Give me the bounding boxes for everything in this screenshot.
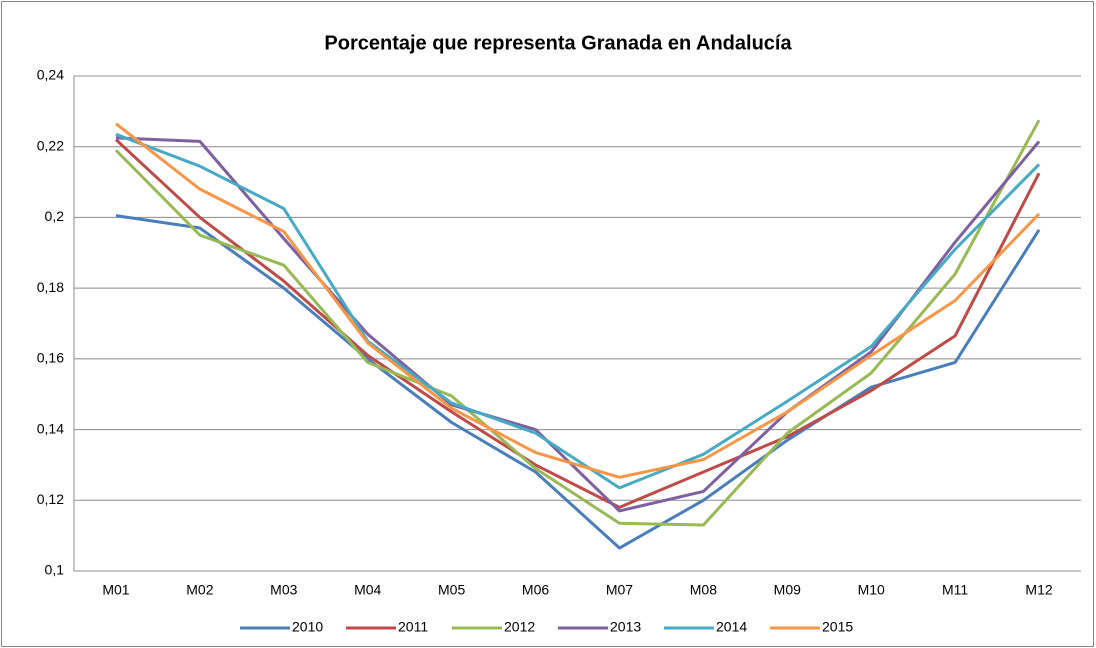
y-tick-label: 0,14 (37, 420, 64, 436)
data-line (115, 132, 1041, 490)
x-tick-label: M02 (186, 582, 213, 598)
x-tick-label: M06 (522, 582, 549, 598)
legend-label: 2010 (292, 619, 323, 635)
x-tick-label: M08 (690, 582, 717, 598)
legend-label: 2012 (504, 619, 535, 635)
y-tick-label: 0,12 (37, 491, 64, 507)
legend-label: 2013 (610, 619, 641, 635)
y-tick-label: 0,16 (37, 350, 64, 366)
data-line (115, 122, 1041, 479)
x-tick-label: M09 (774, 582, 801, 598)
x-tick-label: M10 (858, 582, 885, 598)
data-line (114, 138, 1041, 509)
data-line (114, 119, 1041, 527)
legend-label: 2011 (398, 619, 428, 635)
x-tick-label: M01 (102, 582, 129, 598)
x-tick-label: M05 (438, 582, 465, 598)
y-tick-label: 0,1 (45, 562, 65, 578)
y-tick-label: 0,24 (37, 67, 64, 83)
data-line (115, 136, 1041, 513)
y-tick-label: 0,22 (37, 137, 64, 153)
x-tick-label: M12 (1025, 582, 1052, 598)
x-tick-label: M11 (942, 582, 968, 598)
x-tick-label: M07 (606, 582, 633, 598)
legend-label: 2014 (716, 619, 747, 635)
chart-title: Porcentaje que representa Granada en And… (324, 32, 792, 54)
legend-label: 2015 (822, 619, 853, 635)
y-tick-label: 0,18 (37, 279, 64, 295)
x-tick-label: M03 (270, 582, 297, 598)
y-tick-label: 0,2 (45, 208, 65, 224)
x-tick-label: M04 (354, 582, 381, 598)
